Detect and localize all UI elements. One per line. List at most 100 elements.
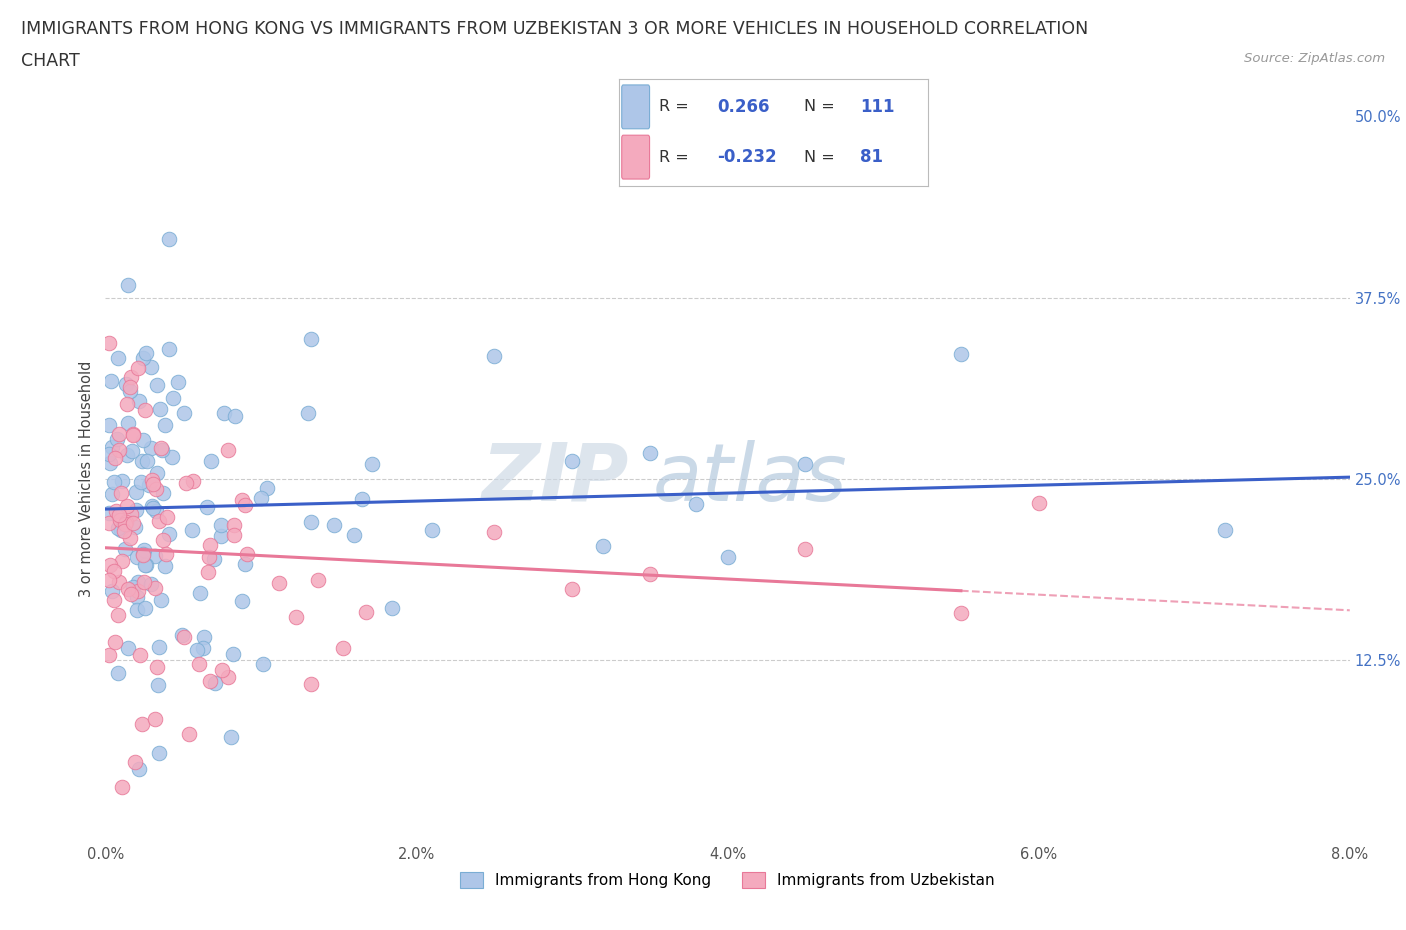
Point [97,505,120,520]
Point [222,518,245,533]
Text: -0.232: -0.232 [717,148,778,166]
Point [122,515,145,530]
Point [142,476,165,491]
Point [107,520,129,535]
Point [484,525,506,539]
Point [110,485,132,500]
Point [97,418,120,432]
Point [132,433,155,448]
Point [592,538,614,553]
FancyBboxPatch shape [621,135,650,179]
Point [152,532,174,547]
Point [120,379,142,394]
Point [105,504,128,519]
Point [146,378,169,392]
Point [197,565,219,579]
Point [173,405,195,420]
Point [141,473,163,488]
Point [117,416,139,431]
Point [231,593,253,608]
Point [103,634,125,649]
Point [332,640,354,655]
Point [131,454,153,469]
Point [717,550,740,565]
Point [127,361,149,376]
Point [217,670,239,684]
Point [219,729,242,744]
Point [173,630,195,644]
Point [191,641,214,656]
Point [97,647,120,662]
Point [104,450,127,465]
Point [107,665,129,680]
Point [177,726,200,741]
Point [354,605,377,620]
Point [141,498,163,513]
Point [108,512,131,527]
Text: R =: R = [659,150,689,165]
Point [181,473,204,488]
Point [174,475,197,490]
Point [101,486,124,501]
Point [148,746,170,761]
Point [97,447,120,462]
Point [236,547,259,562]
Point [141,360,163,375]
Point [153,418,176,432]
Point [125,603,148,618]
Point [122,579,145,594]
Point [212,405,235,420]
Point [142,500,165,515]
Point [143,712,166,727]
Point [132,548,155,563]
Point [299,331,322,346]
Point [299,676,322,691]
Point [125,550,148,565]
Text: N =: N = [804,100,835,114]
Point [134,557,156,572]
Point [233,498,256,512]
Point [107,607,129,622]
Point [350,492,373,507]
Point [157,526,180,541]
Text: 0.266: 0.266 [717,98,770,116]
Point [187,657,209,671]
Point [256,481,278,496]
Point [285,609,308,624]
Text: R =: R = [659,100,689,114]
Text: atlas: atlas [652,440,848,518]
FancyBboxPatch shape [621,85,650,128]
Point [195,499,218,514]
Point [128,648,150,663]
Point [152,485,174,500]
Point [155,547,177,562]
Point [132,575,155,590]
Point [323,518,346,533]
Point [233,556,256,571]
Point [97,516,120,531]
Point [188,586,211,601]
Point [107,432,129,446]
Point [100,373,122,388]
Point [115,396,138,411]
Point [200,454,222,469]
Point [145,482,167,497]
Point [107,351,129,365]
Point [146,677,169,692]
Point [484,349,506,364]
Point [197,550,219,565]
Point [149,402,172,417]
Point [115,447,138,462]
Point [202,551,225,566]
Point [103,592,125,607]
Point [131,546,153,561]
Point [149,592,172,607]
Point [949,605,972,620]
Point [97,336,120,351]
Point [111,780,134,795]
Point [128,762,150,777]
Point [157,232,180,246]
Point [148,514,170,529]
Text: 111: 111 [860,98,894,116]
Point [101,440,124,455]
